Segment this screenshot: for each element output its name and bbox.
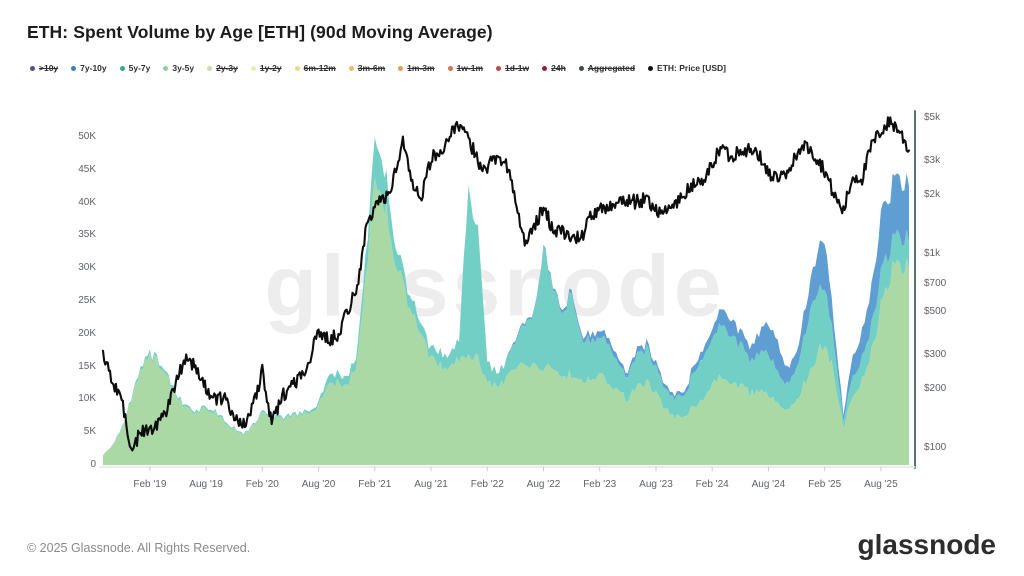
legend-item-label: 7y-10y [80, 63, 107, 73]
legend-item-1m-3m[interactable]: 1m-3m [398, 63, 435, 73]
legend-item-3y-5y[interactable]: 3y-5y [163, 63, 194, 73]
legend-color-dot-icon [578, 65, 584, 71]
x-axis-tick-label: Aug '23 [639, 479, 673, 490]
left-axis-tick-label: 5K [83, 426, 96, 438]
left-axis-tick-label: 0 [90, 459, 96, 470]
right-axis-tick-label: $200 [924, 383, 947, 395]
legend-color-dot-icon [398, 65, 404, 71]
legend-item-label: Aggregated [587, 63, 636, 73]
x-axis-tick-label: Feb '20 [245, 479, 279, 490]
legend-color-dot-icon [250, 65, 256, 71]
x-axis-tick-label: Feb '22 [470, 479, 504, 490]
legend-item-24h[interactable]: 24h [542, 63, 566, 73]
left-axis-tick-label: 25K [78, 295, 96, 306]
x-axis-tick-label: Aug '25 [864, 479, 898, 490]
price-line [101, 116, 911, 452]
legend-item-label: 24h [551, 63, 566, 73]
legend-item-7y-10y[interactable]: 7y-10y [71, 63, 107, 73]
left-axis-tick-label: 30K [78, 262, 96, 274]
glassnode-logo: glassnode [857, 529, 996, 560]
right-axis-tick-label: $1k [924, 247, 941, 259]
legend-item-label: 1y-2y [259, 63, 282, 73]
legend-color-dot-icon [294, 65, 300, 71]
left-axis-tick-label: 45K [78, 163, 96, 175]
left-axis-tick-label: 50K [78, 131, 96, 142]
right-axis-tick-label: $500 [924, 306, 947, 317]
legend-color-dot-icon [447, 65, 453, 71]
x-axis-tick-label: Aug '22 [526, 479, 561, 490]
legend-item-5y-7y[interactable]: 5y-7y [119, 63, 151, 73]
chart-legend: >10y 7y-10y 5y-7y 3y-5y 2y-3y 1y-2y 6m-12m 3m-6… [30, 63, 726, 73]
legend-item-label: >10y [39, 63, 59, 73]
legend-item-1w-1m[interactable]: 1w-1m [447, 63, 484, 73]
x-axis-tick-label: Feb '19 [133, 479, 167, 490]
x-axis-tick-label: Aug '24 [751, 479, 786, 490]
x-axis-tick-label: Feb '25 [808, 479, 842, 490]
legend-item-label: ETH: Price [USD] [657, 63, 726, 73]
legend-color-dot-icon [542, 65, 548, 71]
footer-copyright: © 2025 Glassnode. All Rights Reserved. [27, 541, 251, 555]
left-axis-tick-label: 35K [78, 229, 96, 241]
legend-color-dot-icon [119, 65, 125, 71]
legend-item-label: 2y-3y [216, 63, 238, 73]
legend-item-3m-6m[interactable]: 3m-6m [348, 63, 386, 73]
legend-item-1y-2y[interactable]: 1y-2y [250, 63, 282, 73]
legend-item-eth-price-usd-[interactable]: ETH: Price [USD] [648, 63, 726, 73]
area-3y-5y [103, 177, 909, 465]
left-axis-tick-label: 40K [78, 196, 96, 208]
legend-item-label: 1m-3m [407, 63, 435, 73]
page-title: ETH: Spent Volume by Age [ETH] (90d Movi… [27, 22, 493, 42]
legend-color-dot-icon [648, 65, 654, 71]
right-axis-tick-label: $700 [924, 277, 947, 289]
x-axis-tick-label: Aug '20 [301, 479, 336, 490]
area-5y-7y [103, 137, 909, 456]
right-axis-tick-label: $3k [924, 155, 941, 167]
legend-item-label: 1w-1m [456, 63, 484, 73]
legend-item-aggregated[interactable]: Aggregated [578, 63, 636, 73]
legend-item-label: 5y-7y [128, 63, 151, 73]
x-axis-tick-label: Aug '19 [189, 479, 223, 490]
legend-item-label: 3m-6m [357, 63, 386, 73]
right-axis-tick-label: $100 [924, 441, 947, 453]
right-axis-tick-label: $5k [924, 112, 941, 123]
legend-color-dot-icon [207, 65, 213, 71]
legend-item-1d-1w[interactable]: 1d-1w [496, 63, 529, 73]
legend-item-label: 6m-12m [303, 63, 336, 73]
x-axis-tick-label: Feb '24 [695, 479, 729, 490]
legend-item-2y-3y[interactable]: 2y-3y [207, 63, 238, 73]
x-axis-tick-label: Feb '23 [583, 479, 617, 490]
right-axis-tick-label: $2k [924, 189, 941, 201]
legend-item-label: 1d-1w [505, 63, 530, 73]
left-axis-tick-label: 10K [78, 393, 96, 405]
legend-item--10y[interactable]: >10y [30, 63, 58, 73]
legend-color-dot-icon [348, 65, 354, 71]
left-axis-tick-label: 20K [78, 327, 96, 339]
legend-color-dot-icon [30, 65, 35, 71]
legend-item-label: 3y-5y [172, 63, 195, 73]
legend-color-dot-icon [496, 65, 502, 71]
legend-item-6m-12m[interactable]: 6m-12m [294, 63, 336, 73]
x-axis-tick-label: Aug '21 [414, 479, 448, 490]
legend-color-dot-icon [71, 65, 77, 71]
x-axis-tick-label: Feb '21 [358, 479, 392, 490]
legend-color-dot-icon [163, 65, 169, 71]
x-axis-tick-marks [149, 466, 882, 472]
left-axis-tick-label: 15K [78, 360, 96, 372]
right-axis-tick-label: $300 [924, 349, 947, 361]
